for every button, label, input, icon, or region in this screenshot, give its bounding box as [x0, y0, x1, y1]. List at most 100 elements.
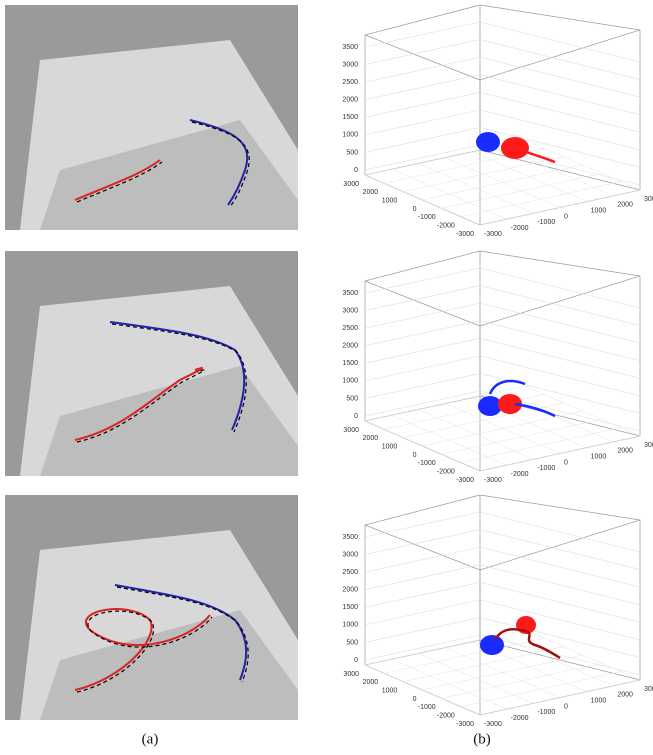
x-tick-label: 3000 [343, 671, 359, 678]
x-tick-label: -3000 [456, 477, 474, 484]
grid-line [480, 338, 640, 378]
x-tick-label: -1000 [418, 460, 436, 467]
x-tick-label: 2000 [363, 435, 379, 442]
x-tick-label: -2000 [437, 223, 455, 230]
track [520, 150, 555, 162]
y-tick-label: 2000 [617, 202, 633, 209]
box-edge [365, 251, 480, 281]
z-tick-label: 2500 [342, 325, 358, 332]
y-tick-label: -3000 [484, 477, 502, 484]
z-tick-label: 1000 [342, 378, 358, 385]
z-tick-label: 3000 [342, 61, 358, 68]
z-tick-label: 3500 [342, 534, 358, 541]
z-tick-label: 1000 [342, 622, 358, 629]
z-tick-label: 1000 [342, 132, 358, 139]
y-tick-label: -2000 [511, 225, 529, 232]
z-tick-label: 2500 [342, 569, 358, 576]
x-tick-label: -3000 [456, 231, 474, 238]
y-tick-label: 3000 [644, 196, 653, 203]
grid-line [480, 75, 640, 115]
x-tick-label: 1000 [382, 198, 398, 205]
figure: (a) (b) 0 500 1000 1500 2000 2500 3000 3500 3000… [0, 0, 653, 755]
y-tick-label: -2000 [511, 715, 529, 722]
x-tick-label: 0 [413, 696, 417, 703]
x-tick-label: 0 [413, 206, 417, 213]
grid-line [480, 530, 640, 570]
point-cloud [476, 132, 500, 152]
z-tick-label: 0 [354, 167, 358, 174]
grid-line [480, 582, 640, 622]
x-tick-label: -1000 [418, 704, 436, 711]
x-tick-label: 1000 [382, 444, 398, 451]
y-tick-label: -1000 [537, 709, 555, 716]
x-tick-label: 3000 [343, 181, 359, 188]
point-cloud [501, 137, 529, 159]
x-tick-label: 2000 [363, 189, 379, 196]
x-tick-label: 3000 [343, 427, 359, 434]
z-tick-label: 2500 [342, 79, 358, 86]
x-tick-label: -3000 [456, 721, 474, 728]
z-tick-label: 1500 [342, 360, 358, 367]
grid-line [480, 356, 640, 396]
x-tick-label: -2000 [437, 713, 455, 720]
z-tick-label: 3500 [342, 44, 358, 51]
grid-line [480, 303, 640, 343]
grid-line [480, 635, 640, 675]
x-tick-label: -1000 [418, 214, 436, 221]
box-edge [365, 5, 480, 35]
z-tick-label: 0 [354, 413, 358, 420]
y-tick-label: -3000 [484, 721, 502, 728]
grid-line [480, 617, 640, 657]
grid-line [480, 600, 640, 640]
z-tick-label: 3000 [342, 307, 358, 314]
box-edge [480, 495, 640, 520]
y-tick-label: -3000 [484, 231, 502, 238]
y-tick-label: 0 [564, 459, 568, 466]
y-tick-label: 2000 [617, 448, 633, 455]
z-tick-label: 2000 [342, 343, 358, 350]
box-edge [480, 30, 640, 80]
y-tick-label: 0 [564, 703, 568, 710]
y-tick-label: 1000 [591, 698, 607, 705]
grid-line [480, 512, 640, 552]
z-tick-label: 500 [346, 639, 358, 646]
z-tick-label: 1500 [342, 604, 358, 611]
y-tick-label: -1000 [537, 465, 555, 472]
grid-line [480, 321, 640, 361]
box-edge [480, 276, 640, 326]
z-tick-label: 3000 [342, 551, 358, 558]
box-edge [480, 251, 640, 276]
box-edge [480, 5, 640, 30]
grid-line [480, 57, 640, 97]
z-tick-label: 0 [354, 657, 358, 664]
box-edge [365, 495, 480, 525]
z-tick-label: 2000 [342, 587, 358, 594]
grid-line [480, 547, 640, 587]
z-tick-label: 500 [346, 149, 358, 156]
box-edge [365, 525, 480, 570]
x-tick-label: 2000 [363, 679, 379, 686]
caption: (b) [473, 731, 491, 747]
y-tick-label: 1000 [591, 208, 607, 215]
grid-line [480, 268, 640, 308]
x-tick-label: 1000 [382, 688, 398, 695]
box-edge [365, 281, 480, 326]
y-tick-label: -1000 [537, 219, 555, 226]
caption: (a) [142, 731, 159, 747]
grid-line [480, 92, 640, 132]
x-tick-label: 0 [413, 452, 417, 459]
y-tick-label: 2000 [617, 692, 633, 699]
grid-line [480, 286, 640, 326]
point-cloud [480, 635, 504, 655]
z-tick-label: 3500 [342, 290, 358, 297]
x-tick-label: -2000 [437, 469, 455, 476]
z-tick-label: 500 [346, 395, 358, 402]
box-edge [365, 35, 480, 80]
y-tick-label: 3000 [644, 442, 653, 449]
grid-line [480, 22, 640, 62]
y-tick-label: 3000 [644, 686, 653, 693]
z-tick-label: 2000 [342, 97, 358, 104]
box-edge [480, 520, 640, 570]
y-tick-label: 0 [564, 213, 568, 220]
z-tick-label: 1500 [342, 114, 358, 121]
